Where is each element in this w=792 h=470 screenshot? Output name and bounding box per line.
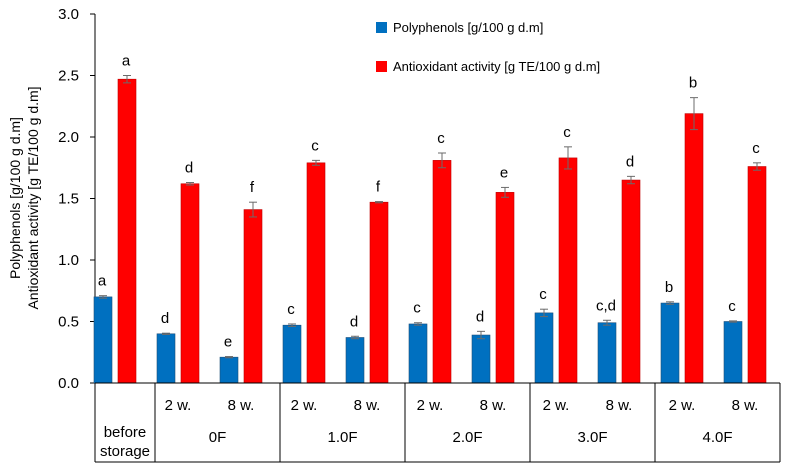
significance-letter: c [311,137,319,154]
subcategory-label: 2 w. [669,397,696,414]
bar [432,160,452,384]
subcategory-label: 2 w. [291,397,318,414]
y-tick-label: 2.5 [58,68,79,85]
bar [180,183,200,384]
legend-label: Polyphenols [g/100 g d.m] [393,20,543,35]
bar [408,323,428,384]
y-axis-label-line: Polyphenols [g/100 g d.m] [7,117,23,279]
subcategory-label: 2 w. [165,397,192,414]
bar [660,302,680,384]
bar [93,296,113,384]
y-axis-label-line: Antioxidant activity [g TE/100 g d.m] [25,86,41,309]
group-label: 0F [209,429,227,446]
bar [156,333,176,384]
y-axis-ticks: 0.0 0.5 1.0 1.5 2.0 2.5 3.0 [58,6,96,392]
subcategory-label: 2 w. [417,397,444,414]
subcategory-label: 8 w. [732,397,759,414]
significance-letter: e [500,164,508,181]
y-tick-label: 1.5 [58,191,79,208]
significance-letter: c [539,286,547,303]
group-label: 1.0F [327,429,357,446]
legend-label: Antioxidant activity [g TE/100 g d.m] [393,59,600,74]
group-label: 2.0F [452,429,482,446]
significance-letter: d [350,313,358,330]
significance-letter: c [728,298,736,315]
bar [345,337,365,384]
bar [684,113,704,384]
significance-letter: c [413,300,421,317]
bar [747,166,767,384]
significance-letter: b [689,75,697,92]
bar [558,157,578,384]
bar [723,321,743,384]
y-tick-label: 0.5 [58,314,79,331]
significance-letter: c [287,301,295,318]
significance-letter: f [250,179,255,196]
subcategory-label: 8 w. [606,397,633,414]
category-label: before [104,424,147,441]
subcategory-label: 8 w. [228,397,255,414]
significance-letter: d [626,153,634,170]
bar [495,192,515,384]
legend-swatch [376,22,387,33]
subcategory-label: 2 w. [543,397,570,414]
category-label: storage [100,443,150,460]
bar [597,322,617,384]
significance-letter: c,d [596,297,616,314]
y-tick-label: 3.0 [58,6,79,23]
bar [621,179,641,384]
significance-letter: a [122,53,131,70]
group-label: 4.0F [702,429,732,446]
significance-letter: c [563,124,571,141]
legend: Polyphenols [g/100 g d.m] Antioxidant act… [376,20,600,74]
bar [219,356,239,384]
significance-letter: d [161,310,169,327]
y-tick-label: 1.0 [58,252,79,269]
significance-letter: c [437,130,445,147]
bar [243,209,263,384]
significance-letter: c [752,140,760,157]
significance-letter: f [376,179,381,196]
bar [282,324,302,384]
bar [306,162,326,384]
legend-swatch [376,61,387,72]
y-axis-label: Polyphenols [g/100 g d.m] Antioxidant act… [7,86,41,309]
subcategory-label: 8 w. [480,397,507,414]
bar [471,334,491,384]
significance-letter: b [665,279,673,296]
significance-letter: e [224,334,232,351]
subcategory-label: 8 w. [354,397,381,414]
y-tick-label: 0.0 [58,375,79,392]
group-label: 3.0F [577,429,607,446]
bars: a d e c d c d c c,d b c a d f c f c e c d b c [93,53,767,384]
y-tick-label: 2.0 [58,129,79,146]
bar [534,312,554,384]
significance-letter: d [476,308,484,325]
significance-letter: d [185,160,193,177]
bar [369,201,389,384]
bar [117,78,137,384]
significance-letter: a [98,273,107,290]
